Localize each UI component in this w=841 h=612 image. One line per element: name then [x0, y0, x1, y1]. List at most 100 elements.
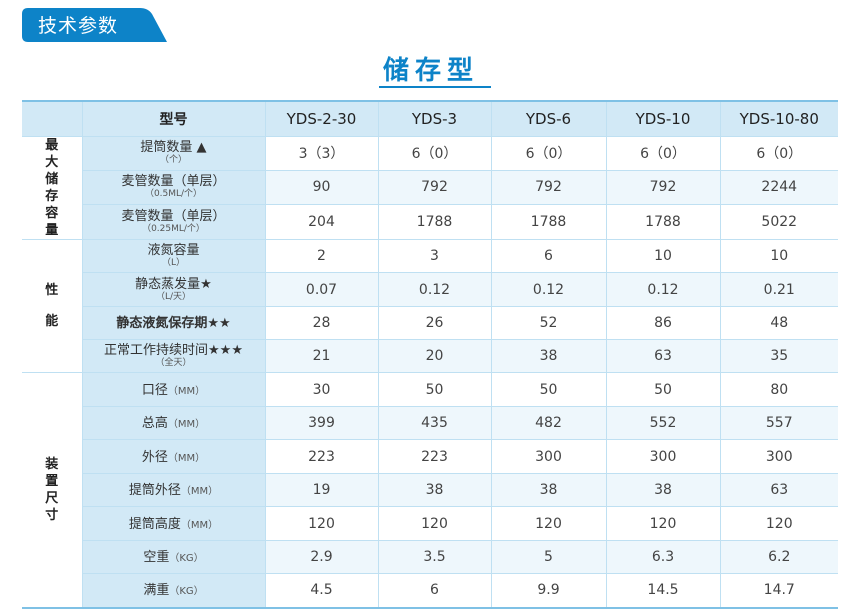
cell-value: 6（0）	[719, 136, 838, 171]
table-row: 静态液氮保存期★★ 28 26 52 86 48	[22, 306, 838, 340]
cell-value: 792	[605, 170, 720, 205]
model-name: YDS-10	[605, 101, 720, 137]
cell-value: 35	[719, 339, 838, 373]
cell-value: 557	[719, 406, 838, 440]
row-label: 麦管数量（单层） （0.25ML/个）	[81, 204, 265, 241]
cell-value: 90	[264, 170, 378, 205]
cell-value: 482	[490, 406, 606, 440]
table-row: 装置尺寸 口径（MM） 30 50 50 50 80	[22, 372, 838, 608]
cell-value: 0.12	[377, 272, 491, 307]
row-label: 提筒高度（MM）	[81, 506, 265, 541]
row-label: 提筒外径（MM）	[81, 473, 265, 507]
cell-value: 50	[377, 372, 491, 407]
cell-value: 6（0）	[377, 136, 491, 171]
row-label: 静态蒸发量★ （L/天）	[81, 272, 265, 307]
cell-value: 2	[264, 239, 378, 273]
table-row: 空重（KG） 2.9 3.5 5 6.3 6.2	[22, 540, 838, 574]
cell-value: 50	[605, 372, 720, 407]
cell-value: 10	[605, 239, 720, 273]
cell-value: 300	[719, 439, 838, 474]
cell-value: 48	[719, 306, 838, 340]
row-label: 静态液氮保存期★★	[81, 306, 265, 340]
cell-value: 0.07	[264, 272, 378, 307]
cell-value: 204	[264, 204, 378, 241]
row-label: 总高（MM）	[81, 406, 265, 440]
row-label: 口径（MM）	[81, 372, 265, 407]
cell-value: 3.5	[377, 540, 491, 574]
cell-value: 50	[490, 372, 606, 407]
cell-value: 6（0）	[490, 136, 606, 171]
table-row: 外径（MM） 223 223 300 300 300	[22, 439, 838, 474]
header-row: 型号 YDS-2-30 YDS-3 YDS-6 YDS-10 YDS-10-80	[22, 101, 838, 137]
cell-value: 5	[490, 540, 606, 574]
cell-value: 3（3）	[264, 136, 378, 171]
table-row: 提筒高度（MM） 120 120 120 120 120	[22, 506, 838, 541]
table-row: 最大储存容量 提筒数量 ▲ （个） 3（3） 6（0） 6（0） 6（0） 6（0…	[22, 136, 838, 240]
cell-value: 552	[605, 406, 720, 440]
table-row: 静态蒸发量★ （L/天） 0.07 0.12 0.12 0.12 0.21	[22, 272, 838, 307]
cell-value: 0.12	[605, 272, 720, 307]
cell-value: 1788	[490, 204, 606, 241]
group-label-capacity: 最大储存容量	[22, 136, 82, 240]
table-row: 麦管数量（单层） （0.5ML/个） 90 792 792 792 2244	[22, 170, 838, 205]
cell-value: 9.9	[490, 573, 606, 608]
model-name: YDS-10-80	[719, 101, 838, 137]
cell-value: 223	[377, 439, 491, 474]
cell-value: 2.9	[264, 540, 378, 574]
cell-value: 2244	[719, 170, 838, 205]
cell-value: 399	[264, 406, 378, 440]
tab-shape	[22, 8, 167, 42]
cell-value: 63	[719, 473, 838, 507]
cell-value: 6.3	[605, 540, 720, 574]
cell-value: 14.7	[719, 573, 838, 608]
cell-value: 5022	[719, 204, 838, 241]
cell-value: 0.21	[719, 272, 838, 307]
row-label: 麦管数量（单层） （0.5ML/个）	[81, 170, 265, 205]
table-row: 正常工作持续时间★★★ （全天） 21 20 38 63 35	[22, 339, 838, 373]
section-tab: 技术参数	[22, 8, 167, 42]
cell-value: 300	[605, 439, 720, 474]
model-name: YDS-3	[377, 101, 491, 137]
group-label-performance: 性能	[22, 239, 82, 373]
cell-value: 792	[490, 170, 606, 205]
cell-value: 52	[490, 306, 606, 340]
cell-value: 6	[490, 239, 606, 273]
table-row: 总高（MM） 399 435 482 552 557	[22, 406, 838, 440]
cell-value: 38	[490, 473, 606, 507]
table-row: 麦管数量（单层） （0.25ML/个） 204 1788 1788 1788 50…	[22, 204, 838, 241]
row-label: 满重（KG）	[81, 573, 265, 608]
cell-value: 120	[605, 506, 720, 541]
cell-value: 38	[490, 339, 606, 373]
cell-value: 300	[490, 439, 606, 474]
model-name: YDS-2-30	[264, 101, 378, 137]
table-row: 提筒外径（MM） 19 38 38 38 63	[22, 473, 838, 507]
tab-label: 技术参数	[38, 15, 119, 37]
header-model-label: 型号	[81, 101, 265, 137]
row-label: 提筒数量 ▲ （个）	[81, 136, 265, 171]
cell-value: 80	[719, 372, 838, 407]
cell-value: 223	[264, 439, 378, 474]
cell-value: 6.2	[719, 540, 838, 574]
cell-value: 6	[377, 573, 491, 608]
cell-value: 30	[264, 372, 378, 407]
cell-value: 1788	[377, 204, 491, 241]
cell-value: 120	[377, 506, 491, 541]
cell-value: 120	[264, 506, 378, 541]
row-label: 正常工作持续时间★★★ （全天）	[81, 339, 265, 373]
cell-value: 20	[377, 339, 491, 373]
row-label: 液氮容量 （L）	[81, 239, 265, 273]
table-row: 性能 液氮容量 （L） 2 3 6 10 10	[22, 239, 838, 373]
model-name: YDS-6	[490, 101, 606, 137]
cell-value: 21	[264, 339, 378, 373]
row-label: 外径（MM）	[81, 439, 265, 474]
row-label: 空重（KG）	[81, 540, 265, 574]
cell-value: 3	[377, 239, 491, 273]
cell-value: 38	[605, 473, 720, 507]
cell-value: 0.12	[490, 272, 606, 307]
cell-value: 120	[719, 506, 838, 541]
cell-value: 120	[490, 506, 606, 541]
cell-value: 86	[605, 306, 720, 340]
header-corner	[22, 101, 82, 137]
cell-value: 26	[377, 306, 491, 340]
cell-value: 19	[264, 473, 378, 507]
